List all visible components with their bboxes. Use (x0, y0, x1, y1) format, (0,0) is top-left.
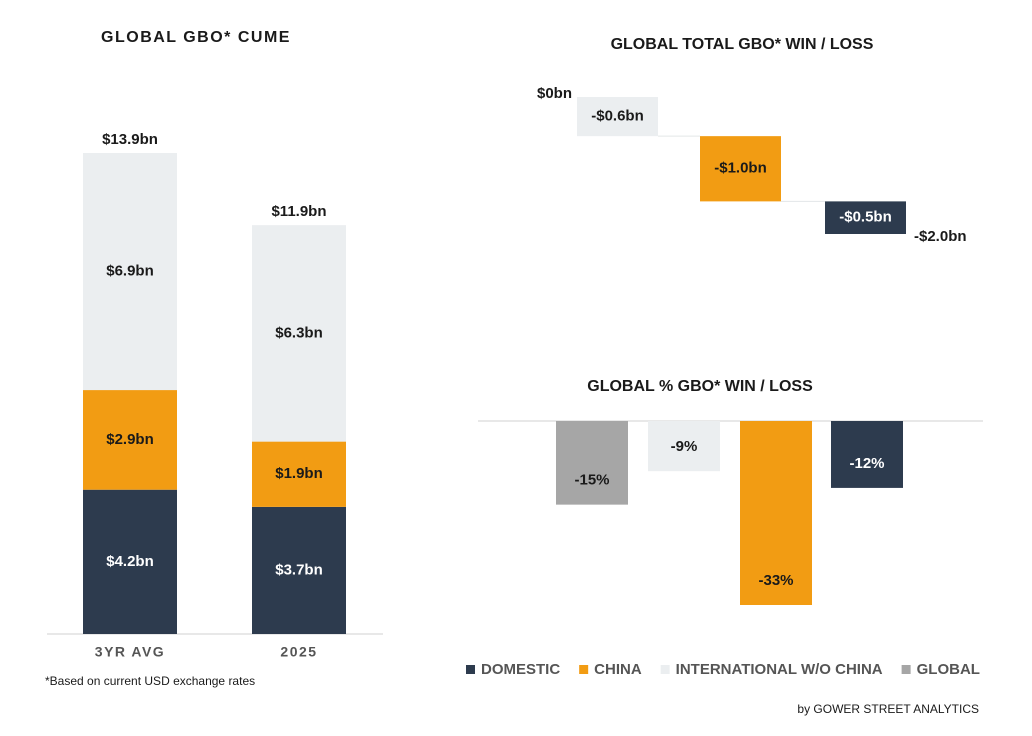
value-label: $3.7bn (275, 561, 323, 578)
x-tick-label: 2025 (280, 644, 317, 660)
bar (740, 421, 812, 605)
value-label: -9% (671, 438, 698, 455)
legend-label: INTERNATIONAL W/O CHINA (676, 661, 883, 678)
bar-segment (83, 153, 177, 391)
bar-segment (83, 390, 177, 490)
chart-title: GLOBAL % GBO* WIN / LOSS (587, 378, 813, 395)
value-label: $1.9bn (275, 465, 323, 482)
waterfall-bar (577, 97, 658, 137)
legend-label: GLOBAL (917, 661, 980, 678)
value-label: -$0.5bn (839, 209, 892, 226)
legend-label: DOMESTIC (481, 661, 560, 678)
total-label: $13.9bn (102, 131, 158, 148)
legend-swatch (660, 665, 670, 674)
total-label: $11.9bn (271, 203, 326, 220)
credit: by GOWER STREET ANALYTICS (797, 702, 979, 716)
legend-swatch (579, 665, 589, 674)
bar (556, 421, 628, 505)
waterfall-bar (825, 201, 906, 234)
value-label: -15% (574, 472, 609, 489)
legend-swatch (901, 665, 911, 674)
legend-swatch (466, 665, 475, 674)
value-label: $4.2bn (106, 553, 154, 570)
value-label: $6.3bn (275, 324, 323, 341)
value-label: -$1.0bn (714, 160, 767, 177)
bar-segment (252, 441, 346, 507)
value-label: $2.9bn (106, 431, 154, 448)
footnote: *Based on current USD exchange rates (45, 674, 255, 688)
value-label: -$0.6bn (591, 108, 644, 125)
waterfall-bar (700, 136, 781, 202)
bar-segment (83, 489, 177, 634)
legend-label: CHINA (594, 661, 642, 678)
bar (648, 421, 720, 472)
value-label: -12% (849, 455, 884, 472)
bar-segment (252, 225, 346, 442)
chart-title: GLOBAL TOTAL GBO* WIN / LOSS (611, 36, 874, 53)
end-label: -$2.0bn (914, 228, 967, 245)
x-tick-label: 3YR AVG (95, 644, 165, 660)
value-label: $6.9bn (106, 263, 154, 280)
chart-title: GLOBAL GBO* CUME (101, 29, 291, 46)
start-label: $0bn (537, 85, 572, 102)
bar-segment (252, 506, 346, 634)
value-label: -33% (758, 572, 793, 589)
bar (831, 421, 903, 488)
